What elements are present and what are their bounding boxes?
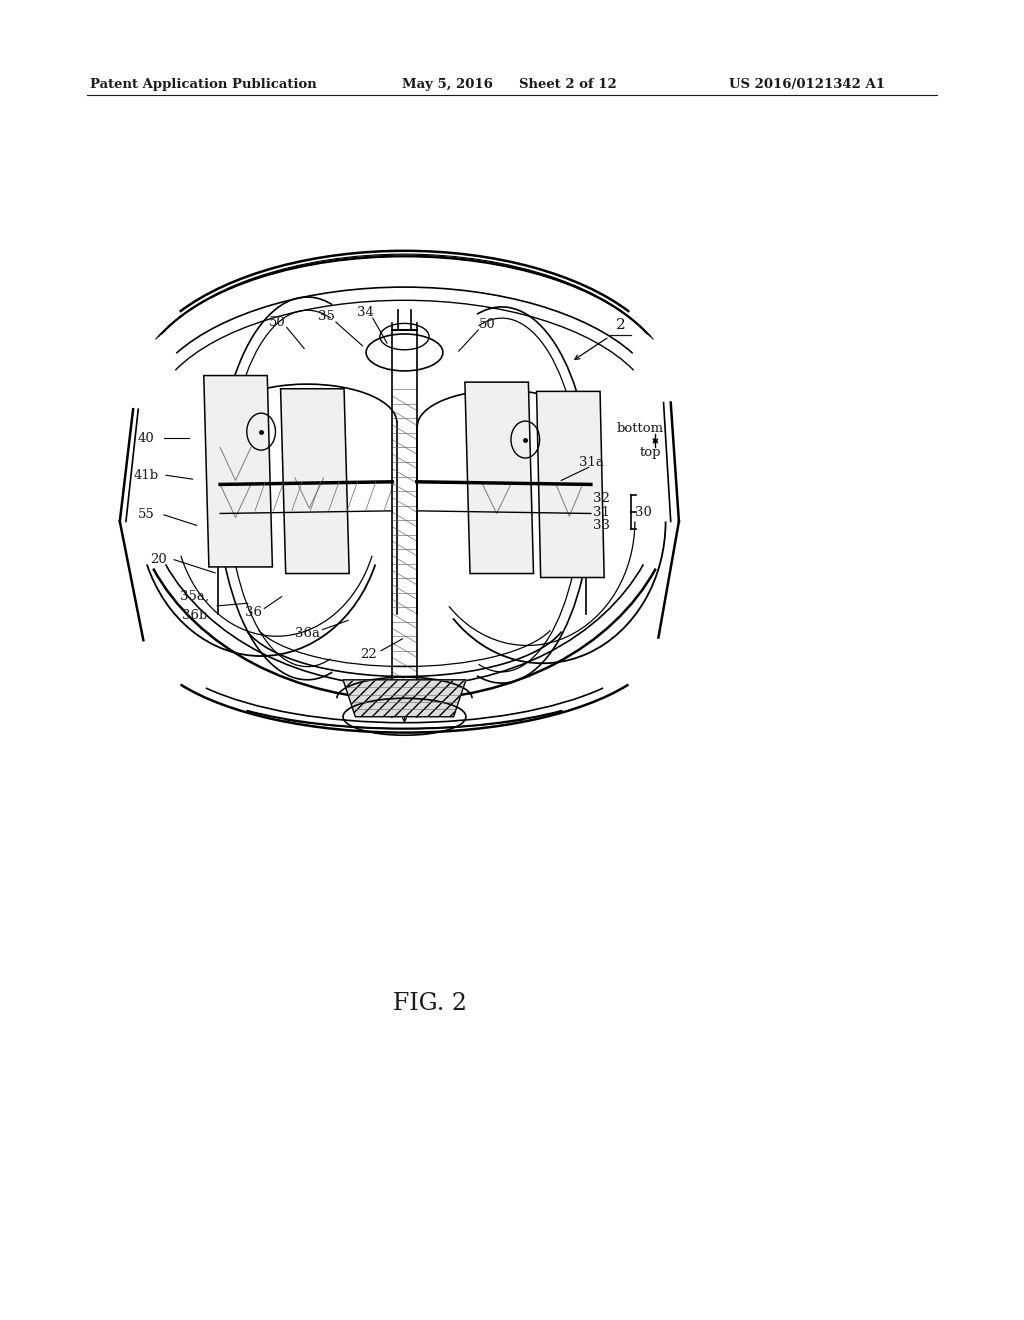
Polygon shape (537, 391, 604, 578)
Polygon shape (281, 388, 349, 573)
Text: 50: 50 (269, 315, 286, 329)
Text: 31: 31 (593, 506, 609, 519)
Text: 33: 33 (593, 519, 609, 532)
Text: 34: 34 (357, 306, 374, 319)
Text: 50: 50 (479, 318, 496, 331)
Text: US 2016/0121342 A1: US 2016/0121342 A1 (729, 78, 885, 91)
Text: 41b: 41b (134, 469, 159, 482)
Text: 36a: 36a (295, 627, 319, 640)
Text: 30: 30 (635, 506, 651, 519)
Text: FIG. 2: FIG. 2 (393, 991, 467, 1015)
Text: 36: 36 (246, 606, 262, 619)
Text: May 5, 2016: May 5, 2016 (402, 78, 494, 91)
Text: 2: 2 (615, 318, 626, 331)
Text: 31a: 31a (580, 455, 604, 469)
Text: 35a,: 35a, (180, 590, 209, 603)
Text: Sheet 2 of 12: Sheet 2 of 12 (519, 78, 616, 91)
Text: 22: 22 (360, 648, 377, 661)
Text: bottom: bottom (616, 422, 664, 436)
Text: 32: 32 (593, 492, 609, 506)
Text: top: top (640, 446, 660, 459)
Polygon shape (204, 375, 272, 568)
Polygon shape (343, 680, 466, 717)
Text: 20: 20 (151, 553, 167, 566)
Text: 36b: 36b (182, 609, 207, 622)
Text: Patent Application Publication: Patent Application Publication (90, 78, 316, 91)
Text: 40: 40 (138, 432, 155, 445)
Text: 35: 35 (318, 310, 335, 323)
Text: 55: 55 (138, 508, 155, 521)
Polygon shape (465, 383, 534, 573)
